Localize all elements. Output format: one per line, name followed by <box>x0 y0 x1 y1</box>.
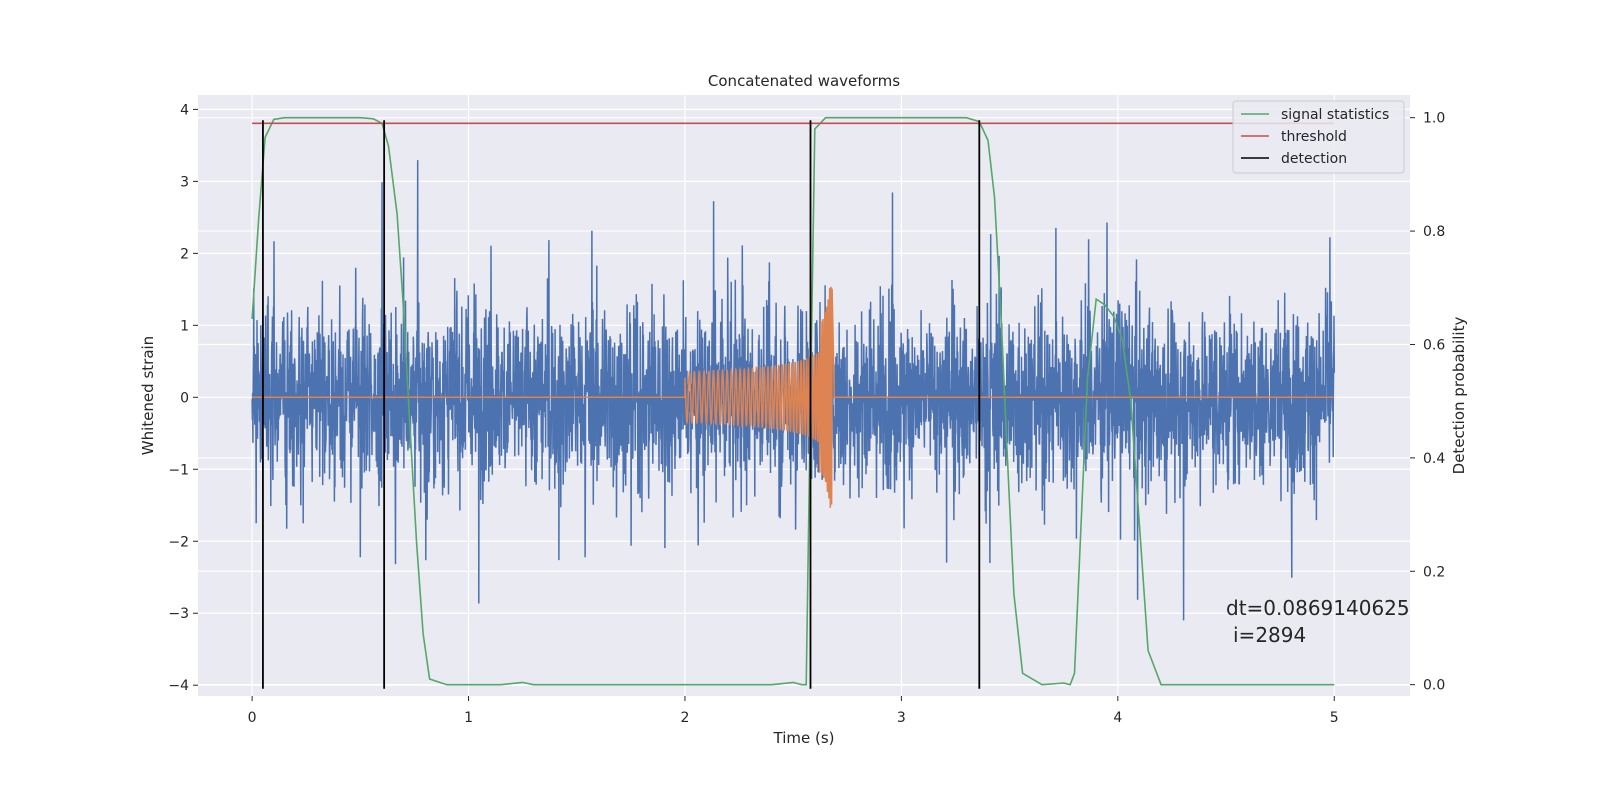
x-tick-label: 2 <box>681 710 690 726</box>
y-tick-label: 2 <box>180 246 189 262</box>
y-tick-label: −2 <box>168 534 189 550</box>
y2-tick-label: 0.8 <box>1423 224 1445 240</box>
signal-statistics-line <box>251 116 1335 686</box>
strain-series-line <box>251 160 1336 621</box>
legend: signal statistics threshold detection <box>1232 100 1405 174</box>
y-tick-label: 0 <box>180 390 189 406</box>
y-tick-label: 3 <box>180 174 189 190</box>
y2-tick-label: 1.0 <box>1423 111 1445 127</box>
data-layer <box>251 116 1336 689</box>
y2-tick-label: 0.4 <box>1423 451 1445 467</box>
y2-axis-title: Detection probability <box>1450 317 1468 475</box>
x-axis-title: Time (s) <box>773 729 835 747</box>
annotation-dt: dt=0.0869140625 <box>1226 596 1410 620</box>
x-tick-label: 0 <box>248 710 257 726</box>
template-series-line <box>252 286 1335 508</box>
legend-label-signal-statistics: signal statistics <box>1281 107 1389 123</box>
y-tick-label: −1 <box>168 462 189 478</box>
axes: 0 1 2 3 4 5 −4 −3 −2 −1 0 1 2 3 4 0.0 0.2 0.4 0.6 0.8 1.0 <box>168 102 1445 726</box>
annotation-index: i=2894 <box>1233 623 1306 647</box>
y2-tick-label: 0.2 <box>1423 564 1445 580</box>
x-tick-label: 3 <box>897 710 906 726</box>
y2-tick-label: 0.0 <box>1423 678 1445 694</box>
y-axis-title: Whitened strain <box>139 336 157 455</box>
legend-label-detection: detection <box>1281 151 1347 167</box>
y-tick-label: 1 <box>180 318 189 334</box>
x-tick-label: 5 <box>1330 710 1339 726</box>
chart-title: Concatenated waveforms <box>708 72 900 90</box>
y-tick-label: −3 <box>168 606 189 622</box>
y2-tick-label: 0.6 <box>1423 337 1445 353</box>
y-tick-label: −4 <box>168 678 189 694</box>
x-tick-label: 4 <box>1113 710 1122 726</box>
x-tick-label: 1 <box>464 710 473 726</box>
legend-box <box>1232 100 1405 174</box>
y-tick-label: 4 <box>180 102 189 118</box>
legend-label-threshold: threshold <box>1281 129 1347 145</box>
